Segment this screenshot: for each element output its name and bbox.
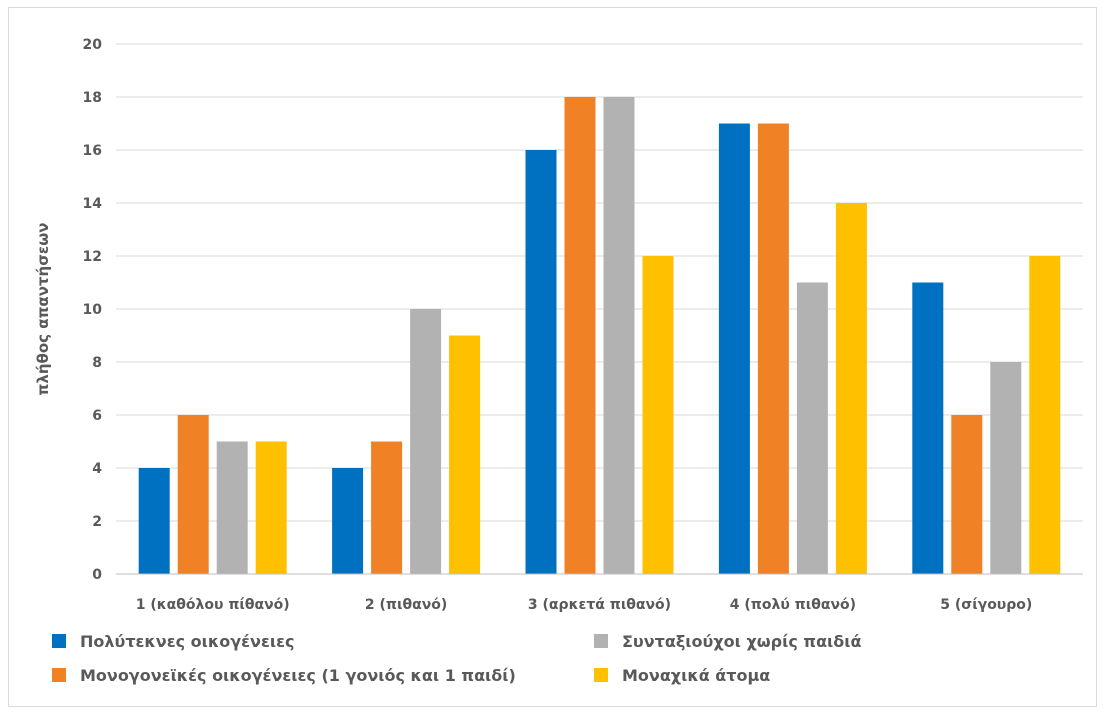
- bar: [1029, 256, 1061, 574]
- legend-label: Μοναχικά άτομα: [622, 666, 770, 685]
- bar: [525, 150, 557, 574]
- y-tick-label: 14: [83, 196, 103, 212]
- y-tick-label: 8: [92, 355, 102, 371]
- x-axis-categories: 1 (καθόλου πίθανό) 2 (πιθανό) 3 (αρκετά πι…: [136, 597, 1033, 613]
- x-category-label: 4 (πολύ πιθανό): [730, 597, 856, 613]
- bars: [138, 97, 1061, 574]
- legend-label: Μονογονεϊκές οικογένειες (1 γονιός και 1…: [80, 666, 516, 685]
- y-tick-label: 12: [83, 249, 102, 265]
- y-tick-label: 10: [83, 302, 103, 318]
- bar: [642, 256, 674, 574]
- legend-label: Πολύτεκνες οικογένειες: [80, 632, 294, 651]
- y-axis-label: πλήθος απαντήσεων: [34, 223, 52, 396]
- y-tick-label: 2: [92, 514, 102, 530]
- legend-swatch: [594, 634, 608, 648]
- bar: [255, 441, 287, 574]
- bar: [332, 468, 364, 574]
- bar: [912, 282, 944, 574]
- legend-swatch: [52, 668, 66, 682]
- legend: Πολύτεκνες οικογένειες Μονογονεϊκές οικογ…: [52, 632, 862, 685]
- bar: [835, 203, 867, 574]
- y-tick-label: 0: [92, 567, 102, 583]
- bar: [718, 123, 750, 574]
- x-category-label: 5 (σίγουρο): [940, 597, 1032, 613]
- bar: [138, 468, 170, 574]
- bar: [177, 415, 209, 574]
- bar: [603, 97, 635, 574]
- bar: [951, 415, 983, 574]
- x-category-label: 1 (καθόλου πίθανό): [136, 597, 290, 613]
- legend-swatch: [52, 634, 66, 648]
- x-category-label: 2 (πιθανό): [365, 597, 447, 613]
- y-tick-label: 4: [92, 461, 102, 477]
- bar: [410, 309, 442, 574]
- legend-label: Συνταξιούχοι χωρίς παιδιά: [622, 632, 862, 651]
- y-tick-label: 6: [92, 408, 102, 424]
- legend-item: Μοναχικά άτομα: [594, 666, 770, 685]
- legend-swatch: [594, 668, 608, 682]
- y-tick-label: 16: [83, 143, 102, 159]
- y-tick-label: 18: [83, 90, 102, 106]
- y-axis-ticks: 0 2 4 6 8 10 12 14 16 18 20: [83, 37, 103, 583]
- bar: [216, 441, 248, 574]
- bar: [796, 282, 828, 574]
- legend-item: Πολύτεκνες οικογένειες: [52, 632, 294, 651]
- bar: [564, 97, 596, 574]
- bar: [371, 441, 403, 574]
- x-category-label: 3 (αρκετά πιθανό): [528, 597, 671, 613]
- legend-item: Μονογονεϊκές οικογένειες (1 γονιός και 1…: [52, 666, 516, 685]
- bar: [449, 335, 481, 574]
- bar: [990, 362, 1022, 574]
- bar: [757, 123, 789, 574]
- legend-item: Συνταξιούχοι χωρίς παιδιά: [594, 632, 862, 651]
- y-tick-label: 20: [83, 37, 103, 53]
